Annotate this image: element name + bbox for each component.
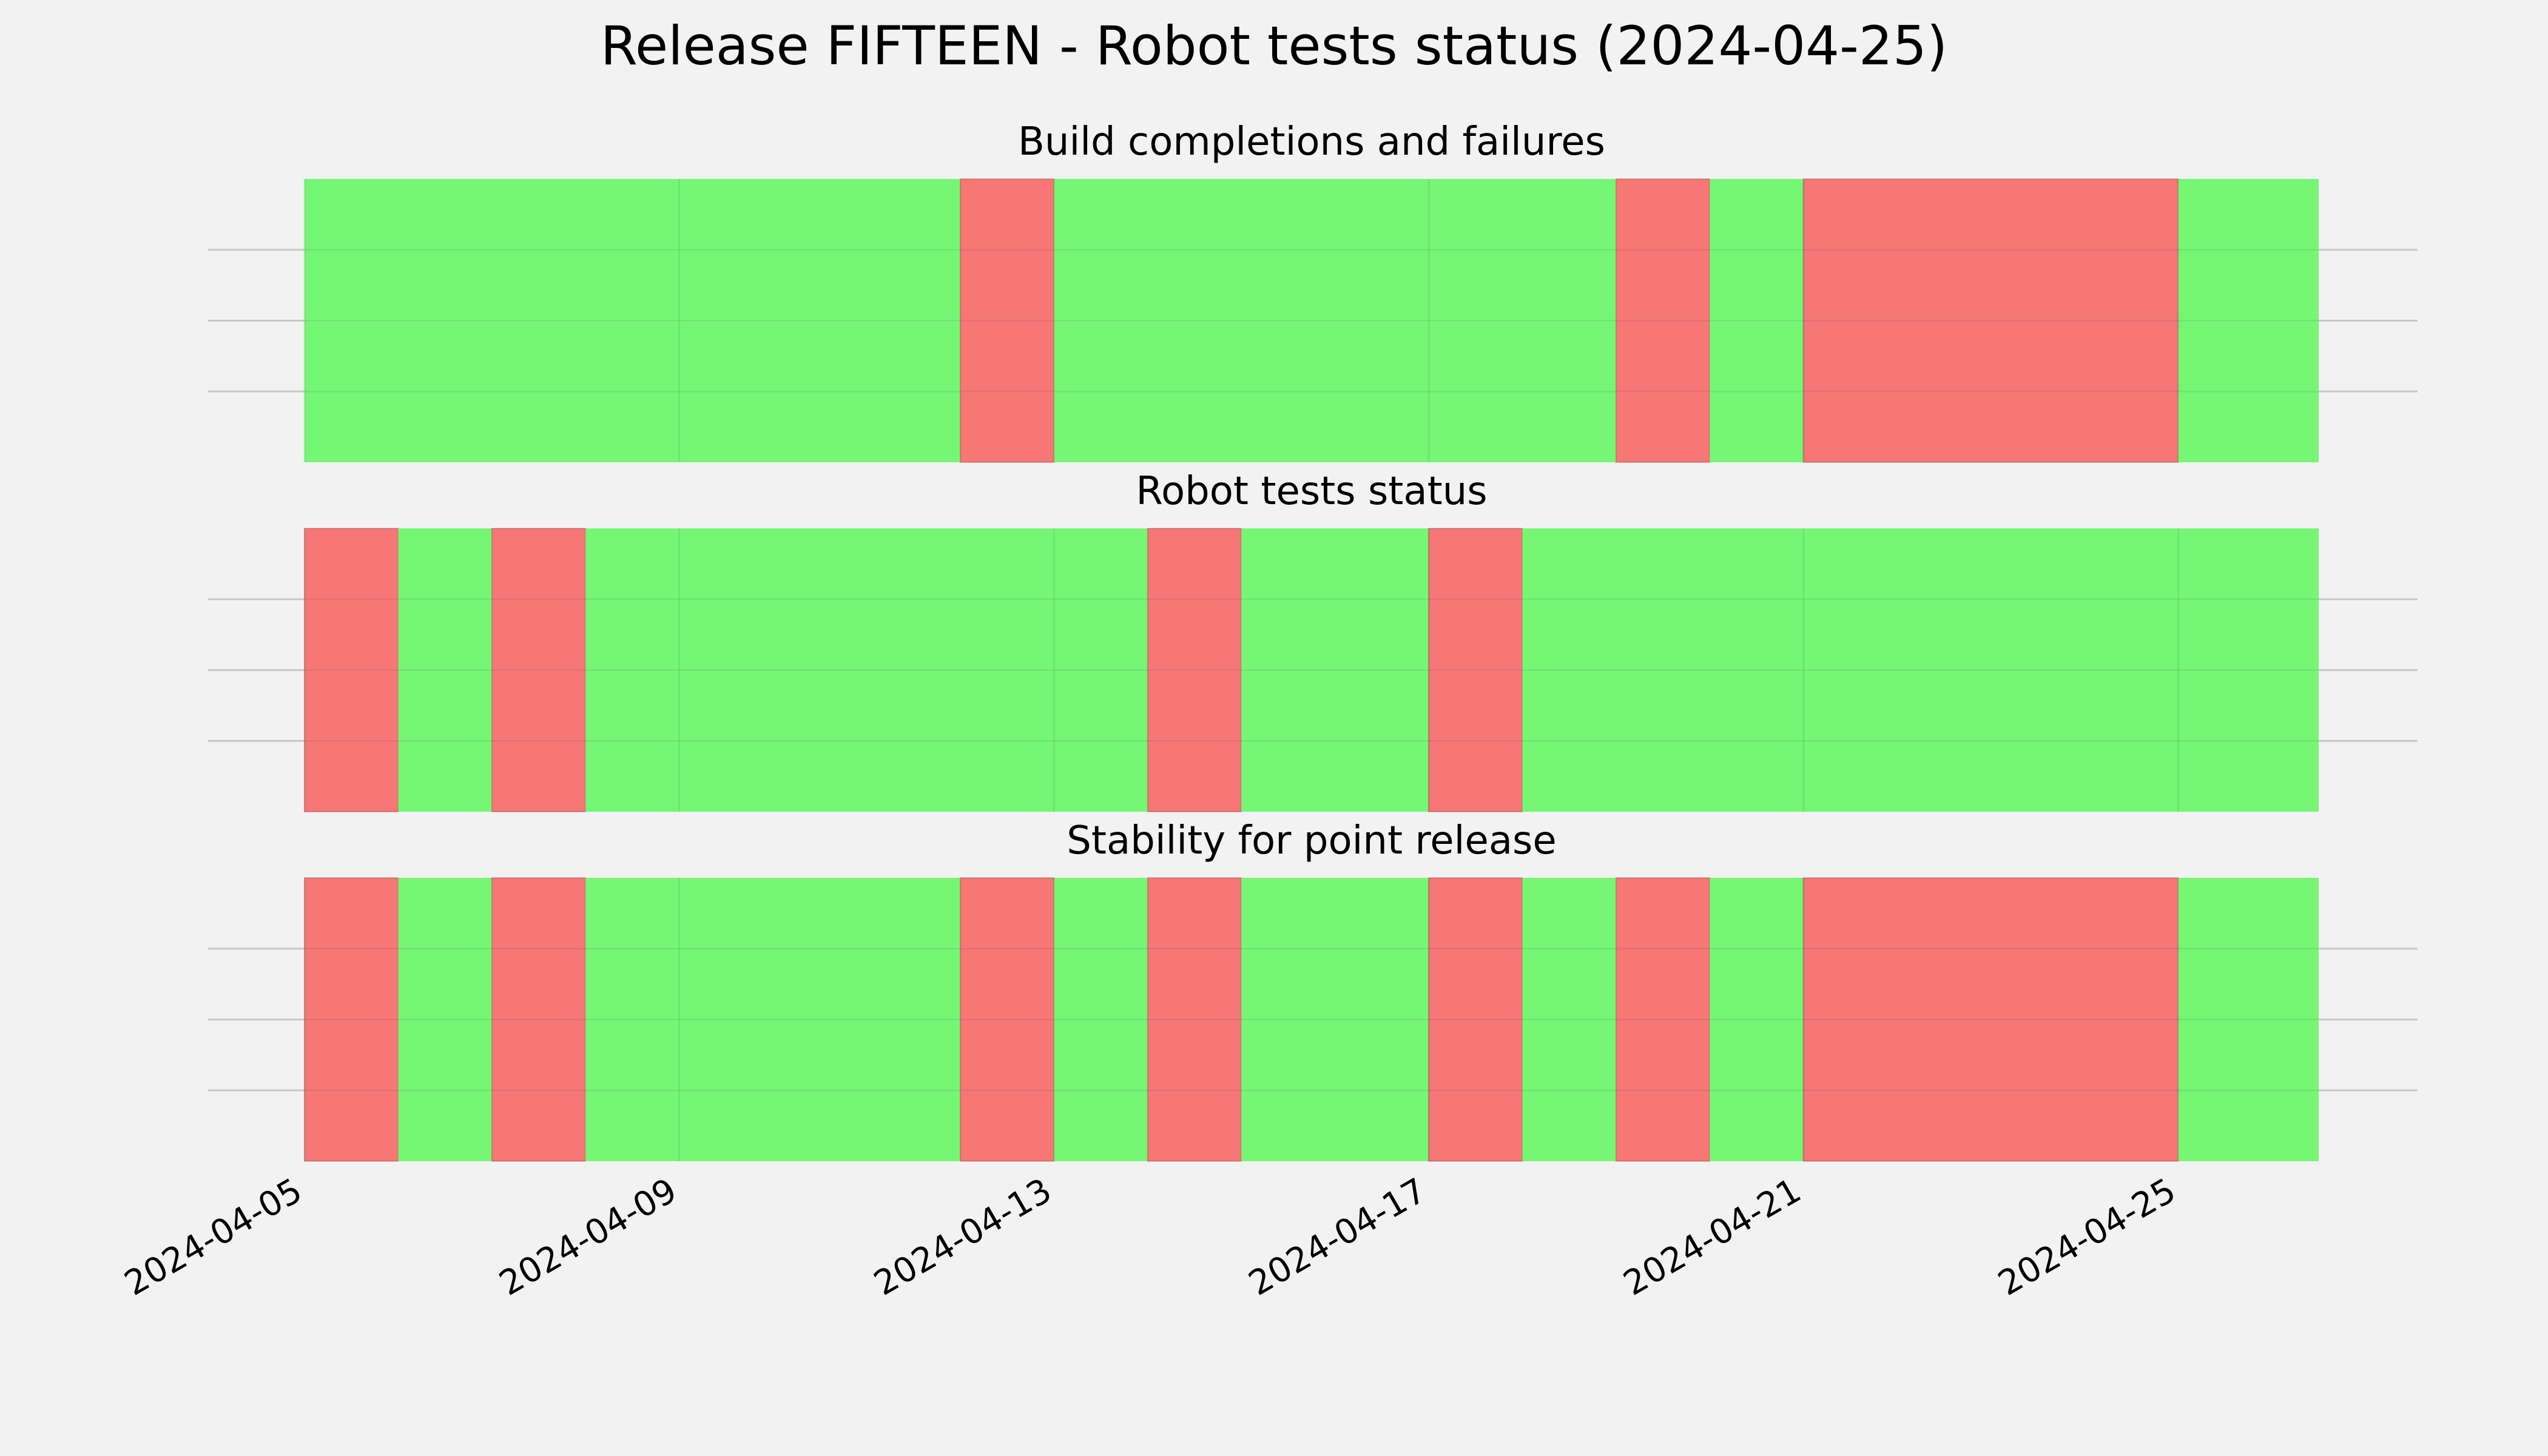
pass-segment xyxy=(585,528,1148,812)
pass-segment xyxy=(398,528,492,812)
fail-segment xyxy=(959,178,1055,463)
fail-segment xyxy=(491,528,587,812)
panel-title: Build completions and failures xyxy=(1018,120,1605,164)
fail-segment xyxy=(1802,178,2179,463)
pass-segment xyxy=(1241,878,1429,1161)
fail-segment xyxy=(491,877,587,1162)
panel-1: Build completions and failures xyxy=(208,120,2418,463)
chart-title: Release FIFTEEN - Robot tests status (20… xyxy=(601,15,1947,77)
panel-2: Robot tests status xyxy=(208,469,2418,812)
fail-segment xyxy=(304,877,399,1162)
fail-segment xyxy=(304,528,399,812)
pass-segment xyxy=(305,179,960,462)
pass-segment xyxy=(1522,528,2319,812)
panels-group: Build completions and failures Robot test… xyxy=(208,120,2418,1162)
pass-segment xyxy=(1710,878,1804,1161)
fail-segment xyxy=(1147,528,1242,812)
pass-segment xyxy=(398,878,492,1161)
pass-segment xyxy=(1054,179,1616,462)
pass-segment xyxy=(2178,179,2319,462)
pass-segment xyxy=(585,878,960,1161)
panel-3: Stability for point release xyxy=(208,818,2418,1162)
fail-segment xyxy=(1147,877,1242,1162)
fail-segment xyxy=(1428,877,1523,1162)
pass-segment xyxy=(1522,878,1616,1161)
fail-segment xyxy=(1615,877,1711,1162)
pass-segment xyxy=(2178,878,2319,1161)
panel-title: Stability for point release xyxy=(1067,818,1557,863)
fail-segment xyxy=(959,877,1055,1162)
panel-title: Robot tests status xyxy=(1136,469,1487,514)
pass-segment xyxy=(1054,878,1148,1161)
pass-segment xyxy=(1710,179,1804,462)
pass-segment xyxy=(1241,528,1429,812)
